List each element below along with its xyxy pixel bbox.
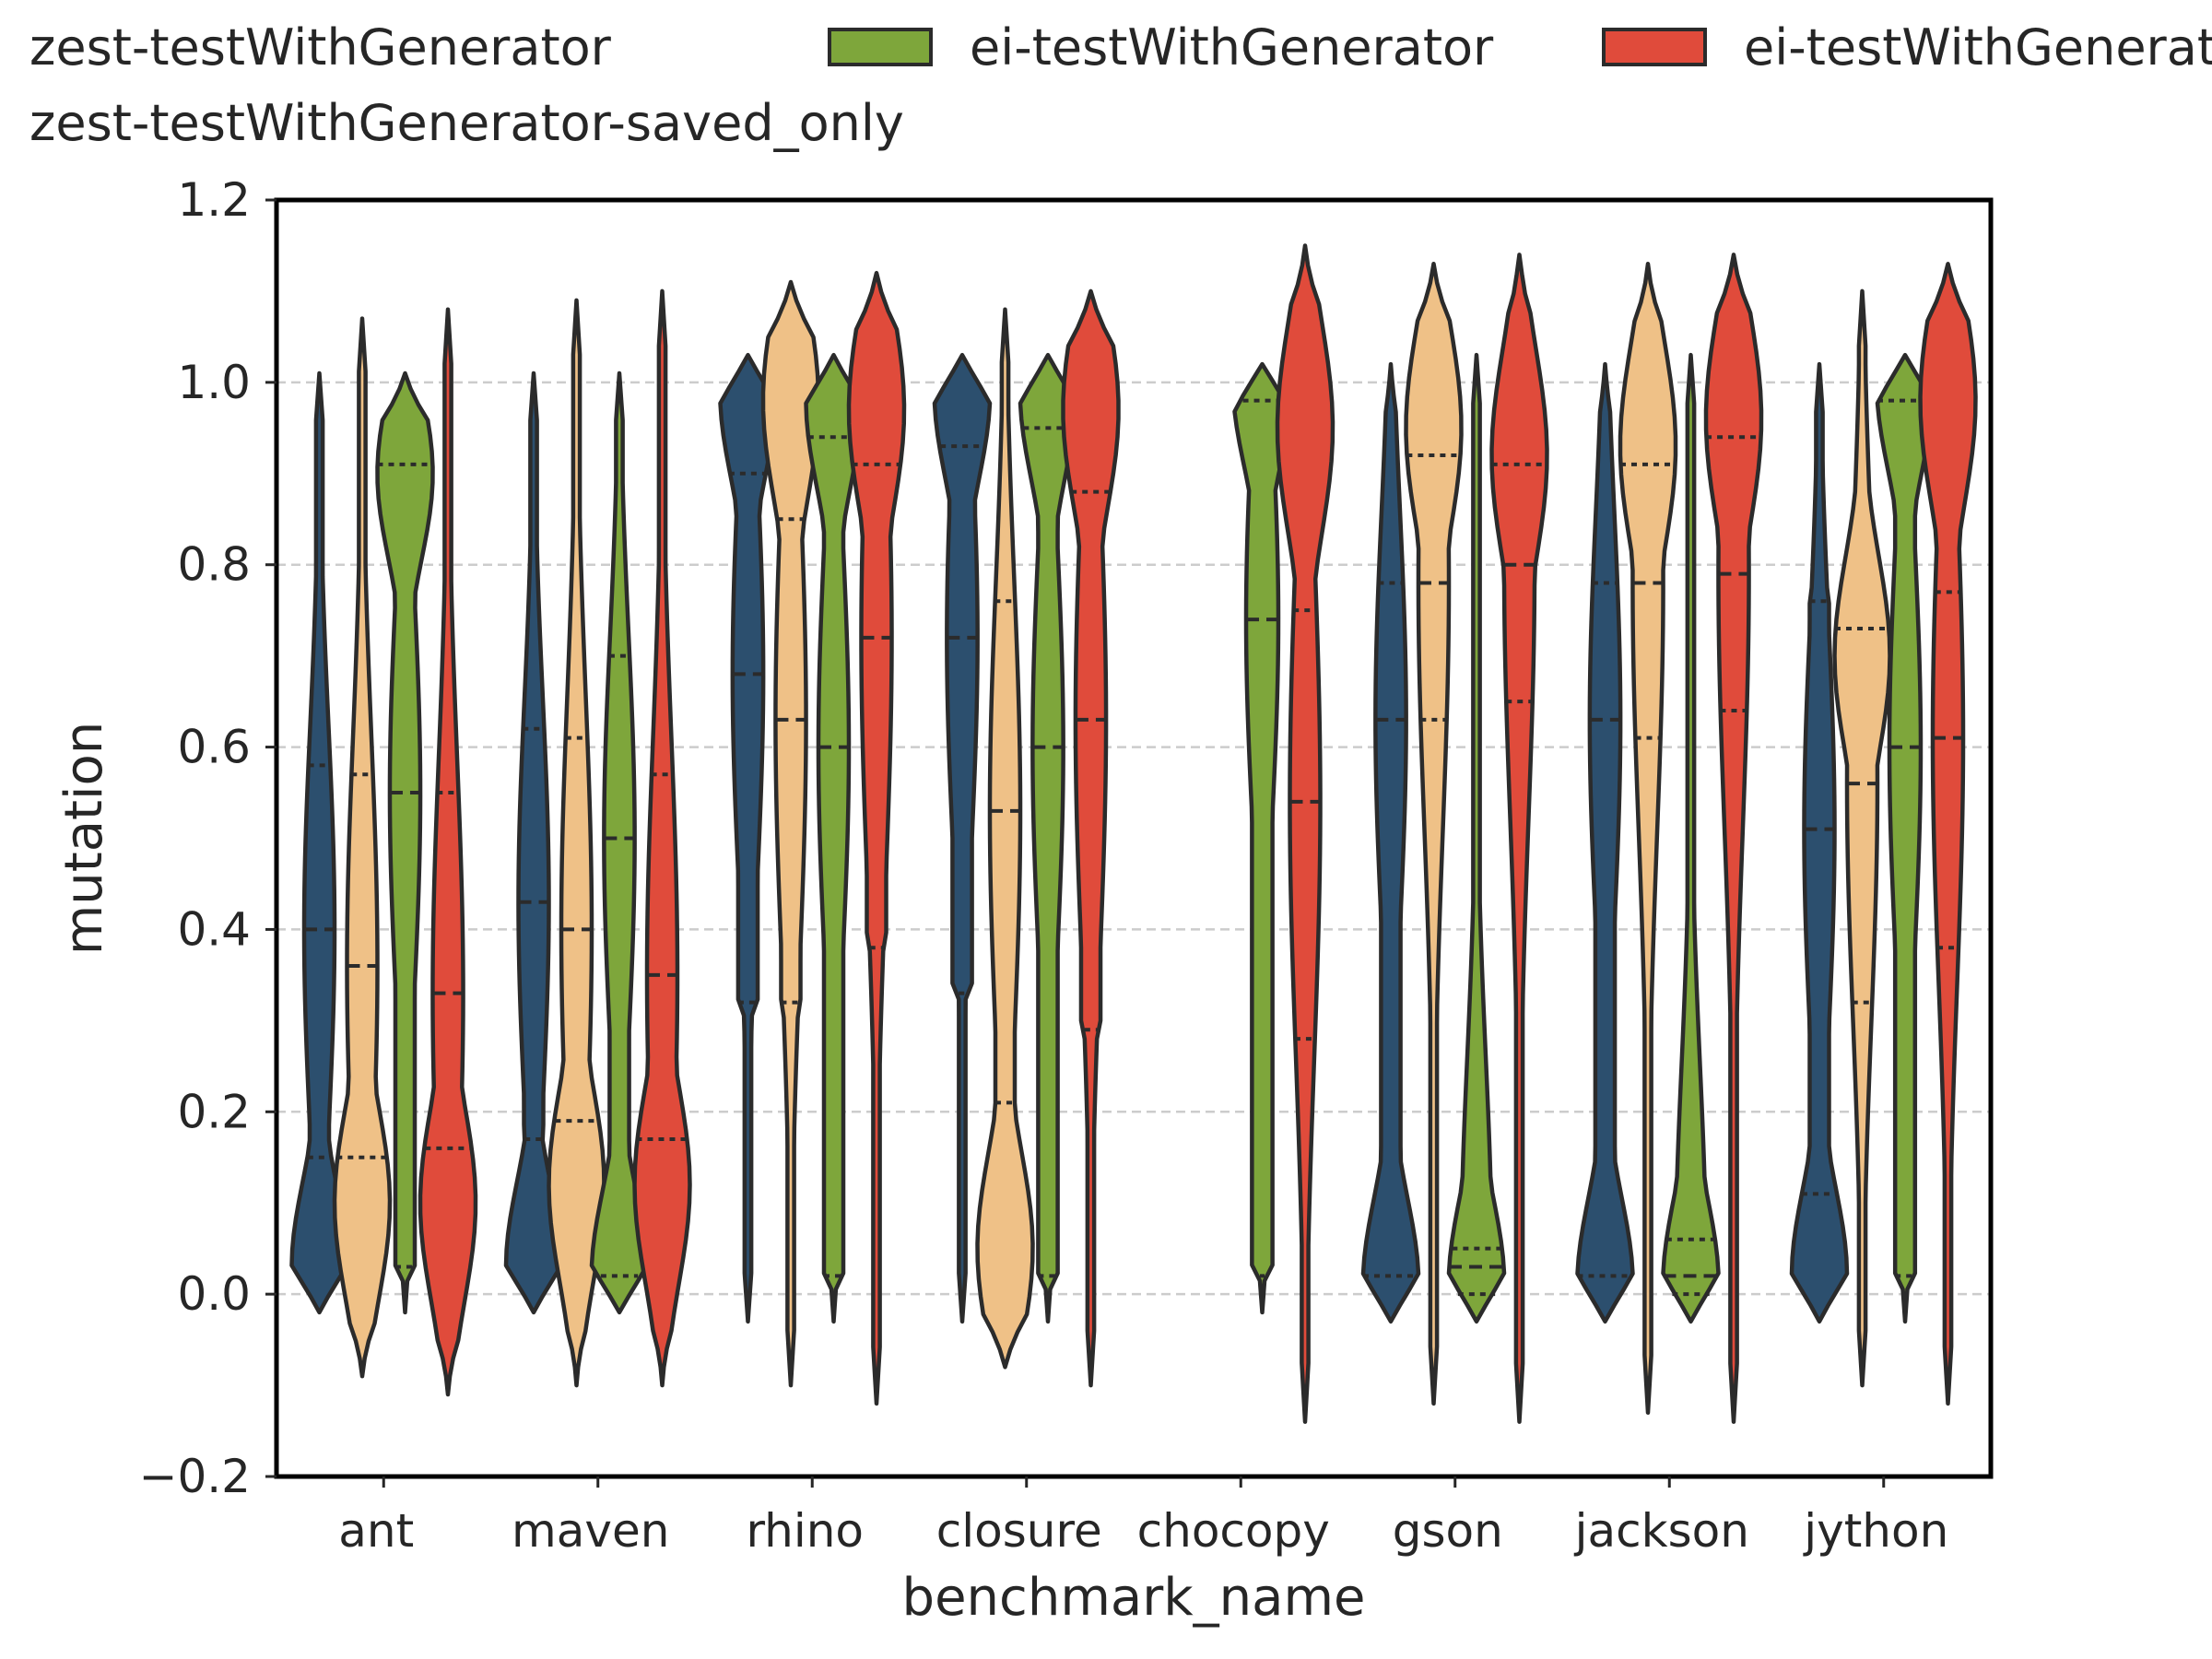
violin-body [804, 352, 864, 1324]
y-tick-label: 0.0 [177, 1267, 251, 1321]
violin-body [1360, 361, 1421, 1324]
violin-body [1275, 243, 1335, 1424]
legend-swatch [1602, 28, 1707, 66]
violin-body [1618, 262, 1678, 1415]
x-tick-label: closure [936, 1504, 1102, 1558]
violin-body [932, 352, 993, 1324]
legend-label: zest-testWithGenerator-saved_only [29, 94, 904, 152]
violin-body [718, 352, 778, 1324]
legend: zest-testWithGenerator zest-testWithGener… [29, 18, 2212, 152]
y-axis: −0.2 0.0 0.2 0.4 0.6 0.8 1.0 1.2 [139, 173, 276, 1503]
violin-body [1446, 352, 1507, 1324]
violin-body [1232, 361, 1292, 1315]
violin-body [1789, 361, 1850, 1324]
violin-body [1404, 262, 1464, 1406]
violin-body [1018, 352, 1078, 1324]
y-tick-label: 0.2 [177, 1085, 251, 1138]
violin-body [547, 298, 606, 1388]
y-axis-label: mutation [54, 722, 114, 956]
x-tick-label: jython [1803, 1504, 1948, 1558]
legend-label: ei-testWithGenerator [970, 18, 1494, 76]
violin-body [760, 279, 821, 1388]
x-axis-label: benchmark_name [902, 1568, 1366, 1628]
violin-body [1918, 262, 1978, 1406]
violin-body [1703, 253, 1764, 1424]
y-tick-label: 1.2 [177, 173, 251, 227]
y-tick-label: −0.2 [139, 1450, 251, 1503]
legend-label: zest-testWithGenerator [29, 18, 612, 76]
violin-body [1875, 352, 1936, 1324]
violin-body [1489, 253, 1549, 1424]
violins-layer [289, 243, 1978, 1424]
x-tick-label: ant [338, 1504, 414, 1558]
y-tick-label: 1.0 [177, 356, 251, 409]
y-tick-label: 0.6 [177, 721, 251, 774]
violin-body [289, 371, 349, 1315]
x-tick-label: jackson [1574, 1504, 1749, 1558]
violin-body [332, 316, 393, 1379]
violin-body [975, 307, 1035, 1370]
y-tick-label: 0.8 [177, 538, 251, 592]
x-axis: ant maven rhino closure chocopy gson jackson jy… [338, 1477, 1948, 1558]
violin-body [632, 288, 692, 1388]
plot-border [274, 197, 1994, 1479]
violin-body [846, 270, 907, 1406]
legend-swatch [828, 28, 933, 66]
violin-body [589, 371, 650, 1315]
y-tick-label: 0.4 [177, 902, 251, 956]
x-tick-label: chocopy [1137, 1504, 1330, 1558]
violin-body [1061, 288, 1121, 1388]
violin-body [1661, 352, 1721, 1324]
legend-label: ei-testWithGenerat [1744, 18, 2212, 76]
x-tick-label: gson [1393, 1504, 1503, 1558]
plot-frame [274, 197, 1994, 1479]
violin-body [1832, 288, 1892, 1388]
violin-body [418, 307, 478, 1397]
violin-body [503, 371, 564, 1315]
violin-body [1575, 361, 1635, 1324]
x-tick-label: rhino [746, 1504, 864, 1558]
x-tick-label: maven [512, 1504, 669, 1558]
violin-body [375, 371, 435, 1315]
